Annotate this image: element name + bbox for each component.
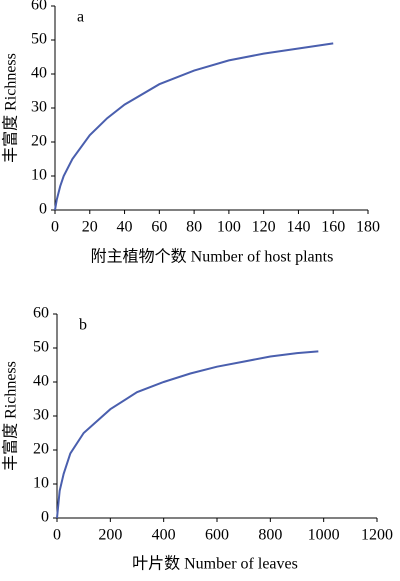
x-tick-label: 100 — [217, 219, 241, 236]
y-tick-label: 50 — [31, 31, 47, 48]
x-tick-label: 40 — [117, 219, 133, 236]
y-axis-label: 丰富度 Richness — [2, 361, 20, 471]
x-tick-label: 1200 — [361, 527, 393, 544]
y-tick-label: 10 — [33, 475, 49, 492]
y-tick-label: 0 — [39, 201, 47, 218]
y-tick-label: 60 — [33, 305, 49, 322]
y-axis-label: 丰富度 Richness — [2, 53, 20, 163]
x-tick-label: 180 — [356, 219, 380, 236]
y-tick-label: 40 — [33, 373, 49, 390]
y-tick-label: 10 — [31, 167, 47, 184]
x-tick-label: 600 — [205, 527, 229, 544]
x-tick-label: 1000 — [308, 527, 340, 544]
y-tick-label: 40 — [31, 65, 47, 82]
y-tick-label: 30 — [33, 407, 49, 424]
x-tick-label: 0 — [51, 219, 59, 236]
x-tick-label: 140 — [286, 219, 310, 236]
panel-label: b — [79, 317, 87, 334]
panel-label: a — [77, 9, 84, 26]
y-tick-label: 20 — [33, 441, 49, 458]
x-tick-label: 0 — [53, 527, 61, 544]
x-tick-label: 120 — [252, 219, 276, 236]
x-tick-label: 20 — [82, 219, 98, 236]
line — [56, 350, 319, 519]
y-tick-label: 20 — [31, 133, 47, 150]
x-tick-label: 800 — [258, 527, 282, 544]
x-axis-label: 附主植物个数 Number of host plants — [91, 248, 334, 266]
x-tick-label: 160 — [321, 219, 345, 236]
x-tick-label: 80 — [186, 219, 202, 236]
line — [54, 42, 334, 211]
y-tick-label: 60 — [31, 0, 47, 14]
x-axis-label: 叶片数 Number of leaves — [132, 555, 298, 573]
x-tick-label: 60 — [151, 219, 167, 236]
y-tick-label: 0 — [41, 509, 49, 526]
y-tick-label: 50 — [33, 339, 49, 356]
y-tick-label: 30 — [31, 99, 47, 116]
x-tick-label: 400 — [152, 527, 176, 544]
x-tick-label: 200 — [98, 527, 122, 544]
